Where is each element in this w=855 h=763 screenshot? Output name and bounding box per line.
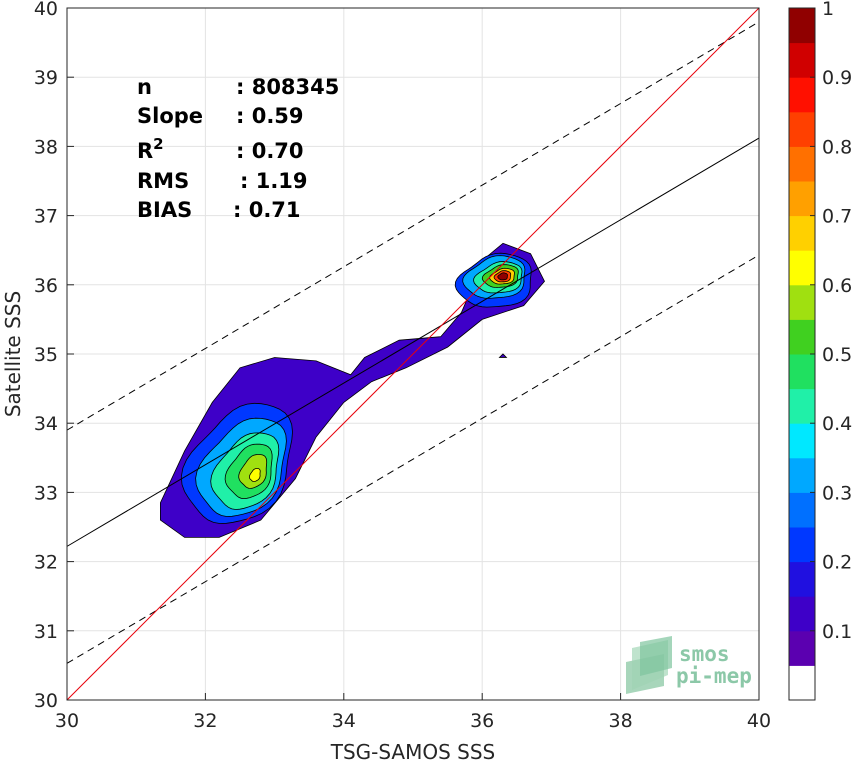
y-tick-labels: 30 31 32 33 34 35 36 37 38 39 40 xyxy=(34,0,58,712)
colorbar-segment xyxy=(789,596,815,632)
x-tick-label: 38 xyxy=(609,710,633,732)
stat-label: Slope xyxy=(137,104,203,128)
colorbar-segment xyxy=(789,630,815,666)
contour-peak-lower xyxy=(248,468,261,483)
smos-pimep-logo: smos pi-mep xyxy=(626,636,752,694)
regression-band-lower xyxy=(66,254,760,664)
colorbar-segment xyxy=(789,388,815,424)
stat-label: RMS xyxy=(137,169,189,193)
colorbar-segment xyxy=(789,284,815,320)
colorbar-segment xyxy=(789,423,815,459)
y-tick-label: 40 xyxy=(34,0,58,20)
stat-label: R2 xyxy=(137,135,164,163)
x-tick-label: 30 xyxy=(55,710,79,732)
regression-band-upper xyxy=(66,21,760,431)
stat-value: : 0.70 xyxy=(236,139,304,163)
colorbar-tick-label: 0.9 xyxy=(822,67,852,89)
y-axis-label: Satellite SSS xyxy=(1,291,25,417)
stats-box: n : 808345 Slope : 0.59 R2 : 0.70 RMS : 1.19 BIA… xyxy=(137,75,339,222)
colorbar-segment xyxy=(789,319,815,355)
colorbar xyxy=(788,7,816,701)
colorbar-segment xyxy=(789,527,815,563)
y-tick-label: 34 xyxy=(34,413,58,435)
colorbar-segment xyxy=(789,8,815,44)
colorbar-segment xyxy=(789,42,815,78)
colorbar-segment xyxy=(789,77,815,113)
colorbar-tick-label: 0.1 xyxy=(822,621,852,643)
colorbar-tick-label: 0.6 xyxy=(822,275,852,297)
reference-lines xyxy=(66,7,760,701)
plot-frame xyxy=(66,7,760,701)
stat-value: : 0.59 xyxy=(236,104,304,128)
y-tick-label: 37 xyxy=(34,206,58,228)
colorbar-tick-label: 1 xyxy=(822,0,834,20)
identity-line xyxy=(66,7,760,701)
y-tick-label: 30 xyxy=(34,690,58,712)
stat-value: : 0.71 xyxy=(233,198,301,222)
colorbar-tick-labels: 0.1 0.2 0.3 0.4 0.5 0.6 0.7 0.8 0.9 1 xyxy=(810,0,852,643)
x-tick-label: 36 xyxy=(470,710,494,732)
colorbar-tick-label: 0.3 xyxy=(822,482,852,504)
colorbar-tick-label: 0.2 xyxy=(822,552,852,574)
y-tick-label: 31 xyxy=(34,621,58,643)
colorbar-tick-label: 0.4 xyxy=(822,413,852,435)
logo-text-smos: smos xyxy=(679,642,730,666)
x-axis-label: TSG-SAMOS SSS xyxy=(330,740,496,763)
colorbar-tick-label: 0.7 xyxy=(822,206,852,228)
contour-peak-upper xyxy=(497,272,508,281)
y-tick-label: 35 xyxy=(34,344,58,366)
stat-label: BIAS xyxy=(137,198,192,222)
y-tick-label: 36 xyxy=(34,275,58,297)
contour-isolated-spot xyxy=(498,353,508,358)
colorbar-segment xyxy=(789,492,815,528)
colorbar-segment xyxy=(789,146,815,182)
logo-text-pimep: pi-mep xyxy=(676,664,752,688)
colorbar-segment xyxy=(789,354,815,390)
colorbar-segment xyxy=(789,181,815,217)
x-tick-labels: 30 32 34 36 38 40 xyxy=(55,710,771,732)
stat-label: n xyxy=(137,75,152,99)
colorbar-segment xyxy=(789,457,815,493)
stat-value: : 808345 xyxy=(236,75,339,99)
colorbar-segment xyxy=(789,250,815,286)
logo-waves-icon xyxy=(626,636,672,694)
colorbar-tick-label: 0.8 xyxy=(822,136,852,158)
regression-line xyxy=(66,137,760,547)
colorbar-segment xyxy=(789,665,815,701)
density-contours xyxy=(159,242,545,538)
y-tick-label: 32 xyxy=(34,552,58,574)
y-tick-label: 38 xyxy=(34,136,58,158)
colorbar-segment xyxy=(789,215,815,251)
x-tick-label: 40 xyxy=(747,710,771,732)
x-tick-label: 32 xyxy=(193,710,217,732)
colorbar-segment xyxy=(789,111,815,147)
x-tick-label: 34 xyxy=(332,710,356,732)
colorbar-tick-label: 0.5 xyxy=(822,344,852,366)
stat-value: : 1.19 xyxy=(240,169,308,193)
y-tick-label: 39 xyxy=(34,67,58,89)
y-tick-label: 33 xyxy=(34,482,58,504)
colorbar-segment xyxy=(789,561,815,597)
